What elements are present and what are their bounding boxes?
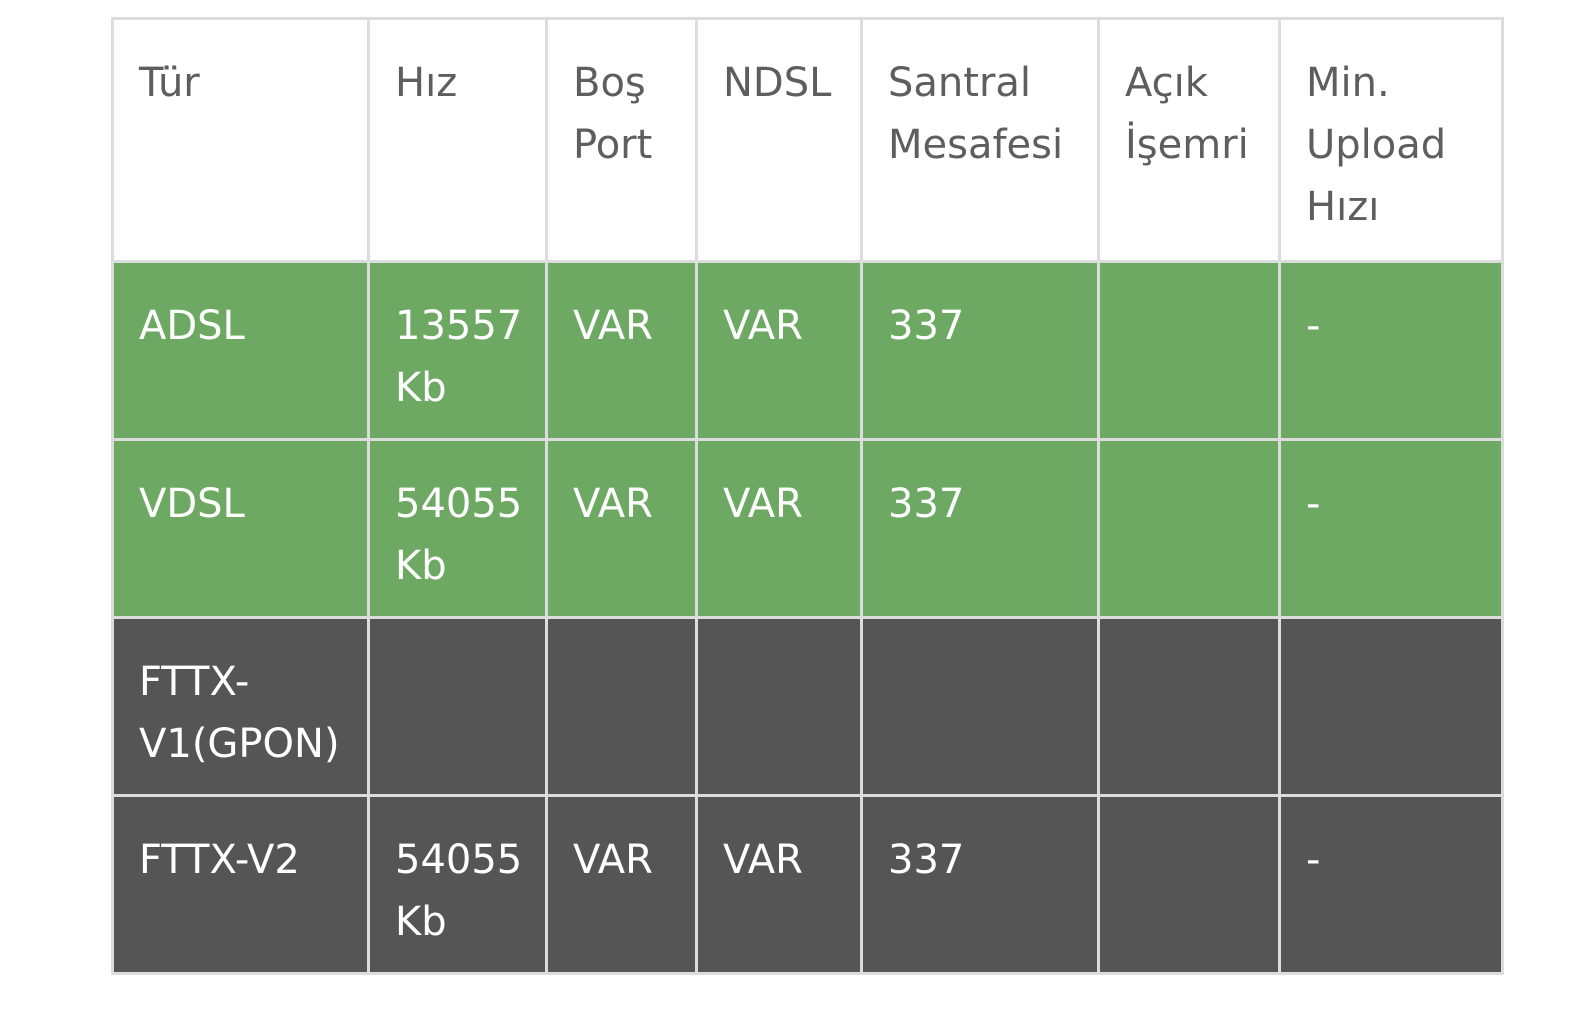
header-type: Tür [114, 20, 367, 260]
row-fttx-v1-distance [863, 619, 1097, 794]
row-adsl-work-order [1100, 263, 1278, 438]
row-vdsl-speed: 54055 Kb [370, 441, 545, 616]
row-adsl-type: ADSL [114, 263, 367, 438]
row-vdsl-type: VDSL [114, 441, 367, 616]
row-fttx-v1-ndsl [698, 619, 860, 794]
row-fttx-v2-min-upload: - [1281, 797, 1501, 972]
row-vdsl-free-port: VAR [548, 441, 695, 616]
row-fttx-v2-ndsl: VAR [698, 797, 860, 972]
header-ndsl: NDSL [698, 20, 860, 260]
row-vdsl-distance: 337 [863, 441, 1097, 616]
header-free-port: Boş Port [548, 20, 695, 260]
row-fttx-v1-type: FTTX- V1(GPON) [114, 619, 367, 794]
row-fttx-v1-free-port [548, 619, 695, 794]
row-fttx-v2-free-port: VAR [548, 797, 695, 972]
row-adsl-min-upload: - [1281, 263, 1501, 438]
row-adsl-ndsl: VAR [698, 263, 860, 438]
row-vdsl-ndsl: VAR [698, 441, 860, 616]
row-fttx-v2-type: FTTX-V2 [114, 797, 367, 972]
row-vdsl-work-order [1100, 441, 1278, 616]
row-fttx-v1-min-upload [1281, 619, 1501, 794]
row-fttx-v1-work-order [1100, 619, 1278, 794]
row-adsl-speed: 13557 Kb [370, 263, 545, 438]
row-fttx-v2-speed: 54055 Kb [370, 797, 545, 972]
row-fttx-v2-distance: 337 [863, 797, 1097, 972]
header-min-upload-speed: Min. Upload Hızı [1281, 20, 1501, 260]
row-fttx-v1-speed [370, 619, 545, 794]
row-adsl-free-port: VAR [548, 263, 695, 438]
infrastructure-table: Tür Hız Boş Port NDSL Santral Mesafesi A… [111, 17, 1504, 975]
header-speed: Hız [370, 20, 545, 260]
row-vdsl-min-upload: - [1281, 441, 1501, 616]
header-exchange-distance: Santral Mesafesi [863, 20, 1097, 260]
header-open-work-order: Açık İşemri [1100, 20, 1278, 260]
row-fttx-v2-work-order [1100, 797, 1278, 972]
row-adsl-distance: 337 [863, 263, 1097, 438]
